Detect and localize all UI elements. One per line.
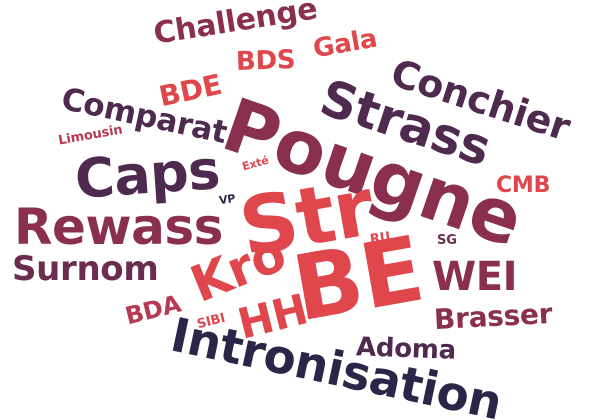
word-surnom: Surnom [12,249,159,289]
word-limousin: Limousin [57,122,124,149]
word-bds: BDS [235,44,296,78]
word-challenge: Challenge [151,0,320,52]
word-gala: Gala [310,23,380,65]
word-sg: SG [437,233,457,248]
word-wei: WEI [432,254,518,300]
word-rewass: Rewass [14,198,223,256]
word-brasser: Brasser [433,296,553,337]
word-cmb: CMB [496,173,551,198]
